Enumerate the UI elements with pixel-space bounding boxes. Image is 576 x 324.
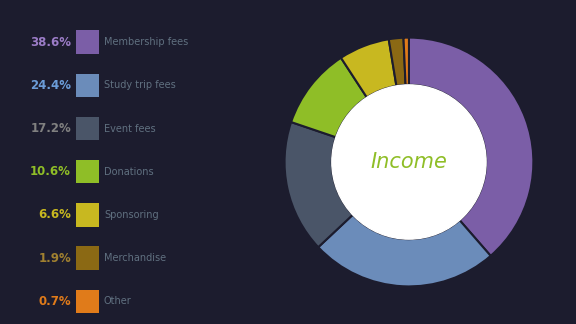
Text: Other: Other: [104, 296, 132, 306]
FancyBboxPatch shape: [76, 74, 99, 97]
FancyBboxPatch shape: [76, 160, 99, 183]
Text: 10.6%: 10.6%: [30, 165, 71, 178]
Wedge shape: [409, 38, 533, 256]
Text: 24.4%: 24.4%: [30, 79, 71, 92]
Text: 17.2%: 17.2%: [30, 122, 71, 135]
Wedge shape: [404, 38, 409, 85]
Text: Membership fees: Membership fees: [104, 37, 188, 47]
Circle shape: [332, 85, 486, 239]
Text: 38.6%: 38.6%: [30, 36, 71, 49]
Text: 0.7%: 0.7%: [39, 295, 71, 308]
Text: Merchandise: Merchandise: [104, 253, 166, 263]
Text: 1.9%: 1.9%: [38, 252, 71, 265]
FancyBboxPatch shape: [76, 247, 99, 270]
Text: Income: Income: [370, 152, 448, 172]
Text: Donations: Donations: [104, 167, 154, 177]
Wedge shape: [319, 215, 491, 286]
Wedge shape: [389, 38, 406, 86]
Text: Event fees: Event fees: [104, 123, 156, 133]
FancyBboxPatch shape: [76, 117, 99, 140]
Wedge shape: [285, 122, 353, 247]
Text: 6.6%: 6.6%: [38, 208, 71, 221]
Text: Study trip fees: Study trip fees: [104, 80, 176, 90]
Wedge shape: [291, 58, 367, 137]
FancyBboxPatch shape: [76, 290, 99, 313]
FancyBboxPatch shape: [76, 203, 99, 226]
Text: Sponsoring: Sponsoring: [104, 210, 158, 220]
Wedge shape: [341, 39, 396, 98]
FancyBboxPatch shape: [76, 30, 99, 54]
